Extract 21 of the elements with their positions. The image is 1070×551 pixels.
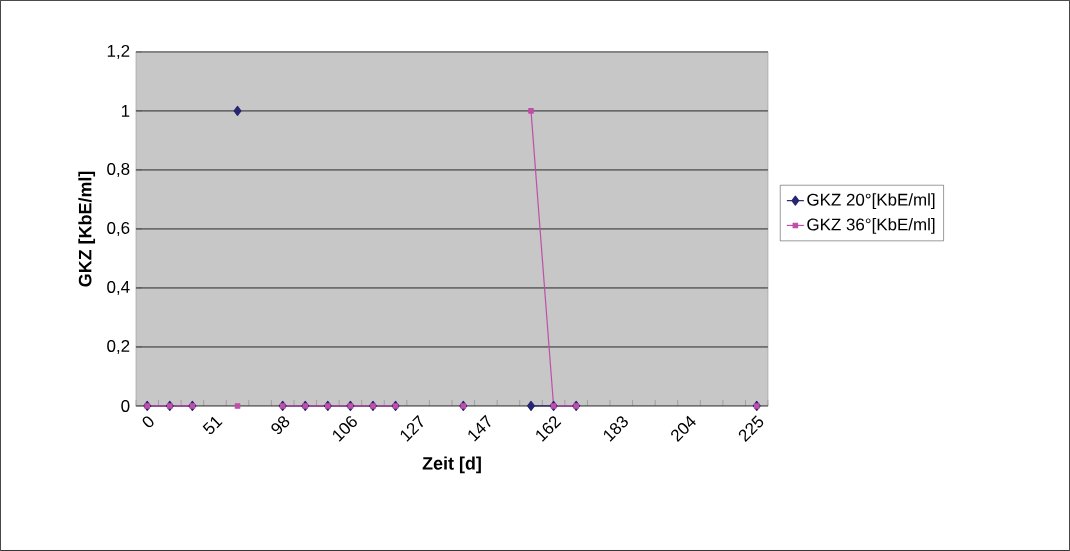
- x-axis-title: Zeit [d]: [422, 456, 481, 474]
- y-axis-title: GKZ [KbE/ml]: [78, 171, 96, 287]
- x-tick-label: 106: [333, 416, 357, 442]
- x-tick-label: 51: [202, 416, 223, 435]
- x-tick-label: 183: [603, 416, 628, 442]
- y-tick-label: 0: [121, 400, 130, 413]
- x-tick-label: 0: [142, 416, 154, 428]
- x-tick-label: 162: [536, 416, 562, 442]
- y-tick-label: 0,4: [107, 280, 130, 295]
- y-tick-label: 0,8: [107, 162, 130, 177]
- x-tick-label: 147: [468, 414, 491, 442]
- legend-label: GKZ 20°[KbE/ml]: [807, 193, 935, 210]
- y-tick-label: 0,6: [107, 221, 130, 236]
- x-tick-label: 204: [671, 415, 696, 443]
- y-tick-label: 1,2: [107, 44, 130, 59]
- x-tick-label: 127: [400, 415, 424, 442]
- y-tick-label: 0,2: [107, 340, 130, 354]
- y-tick-label: 1: [121, 105, 130, 117]
- x-tick-label: 225: [738, 415, 764, 443]
- x-tick-label: 98: [271, 416, 290, 435]
- legend-label: GKZ 36°[KbE/ml]: [807, 218, 935, 234]
